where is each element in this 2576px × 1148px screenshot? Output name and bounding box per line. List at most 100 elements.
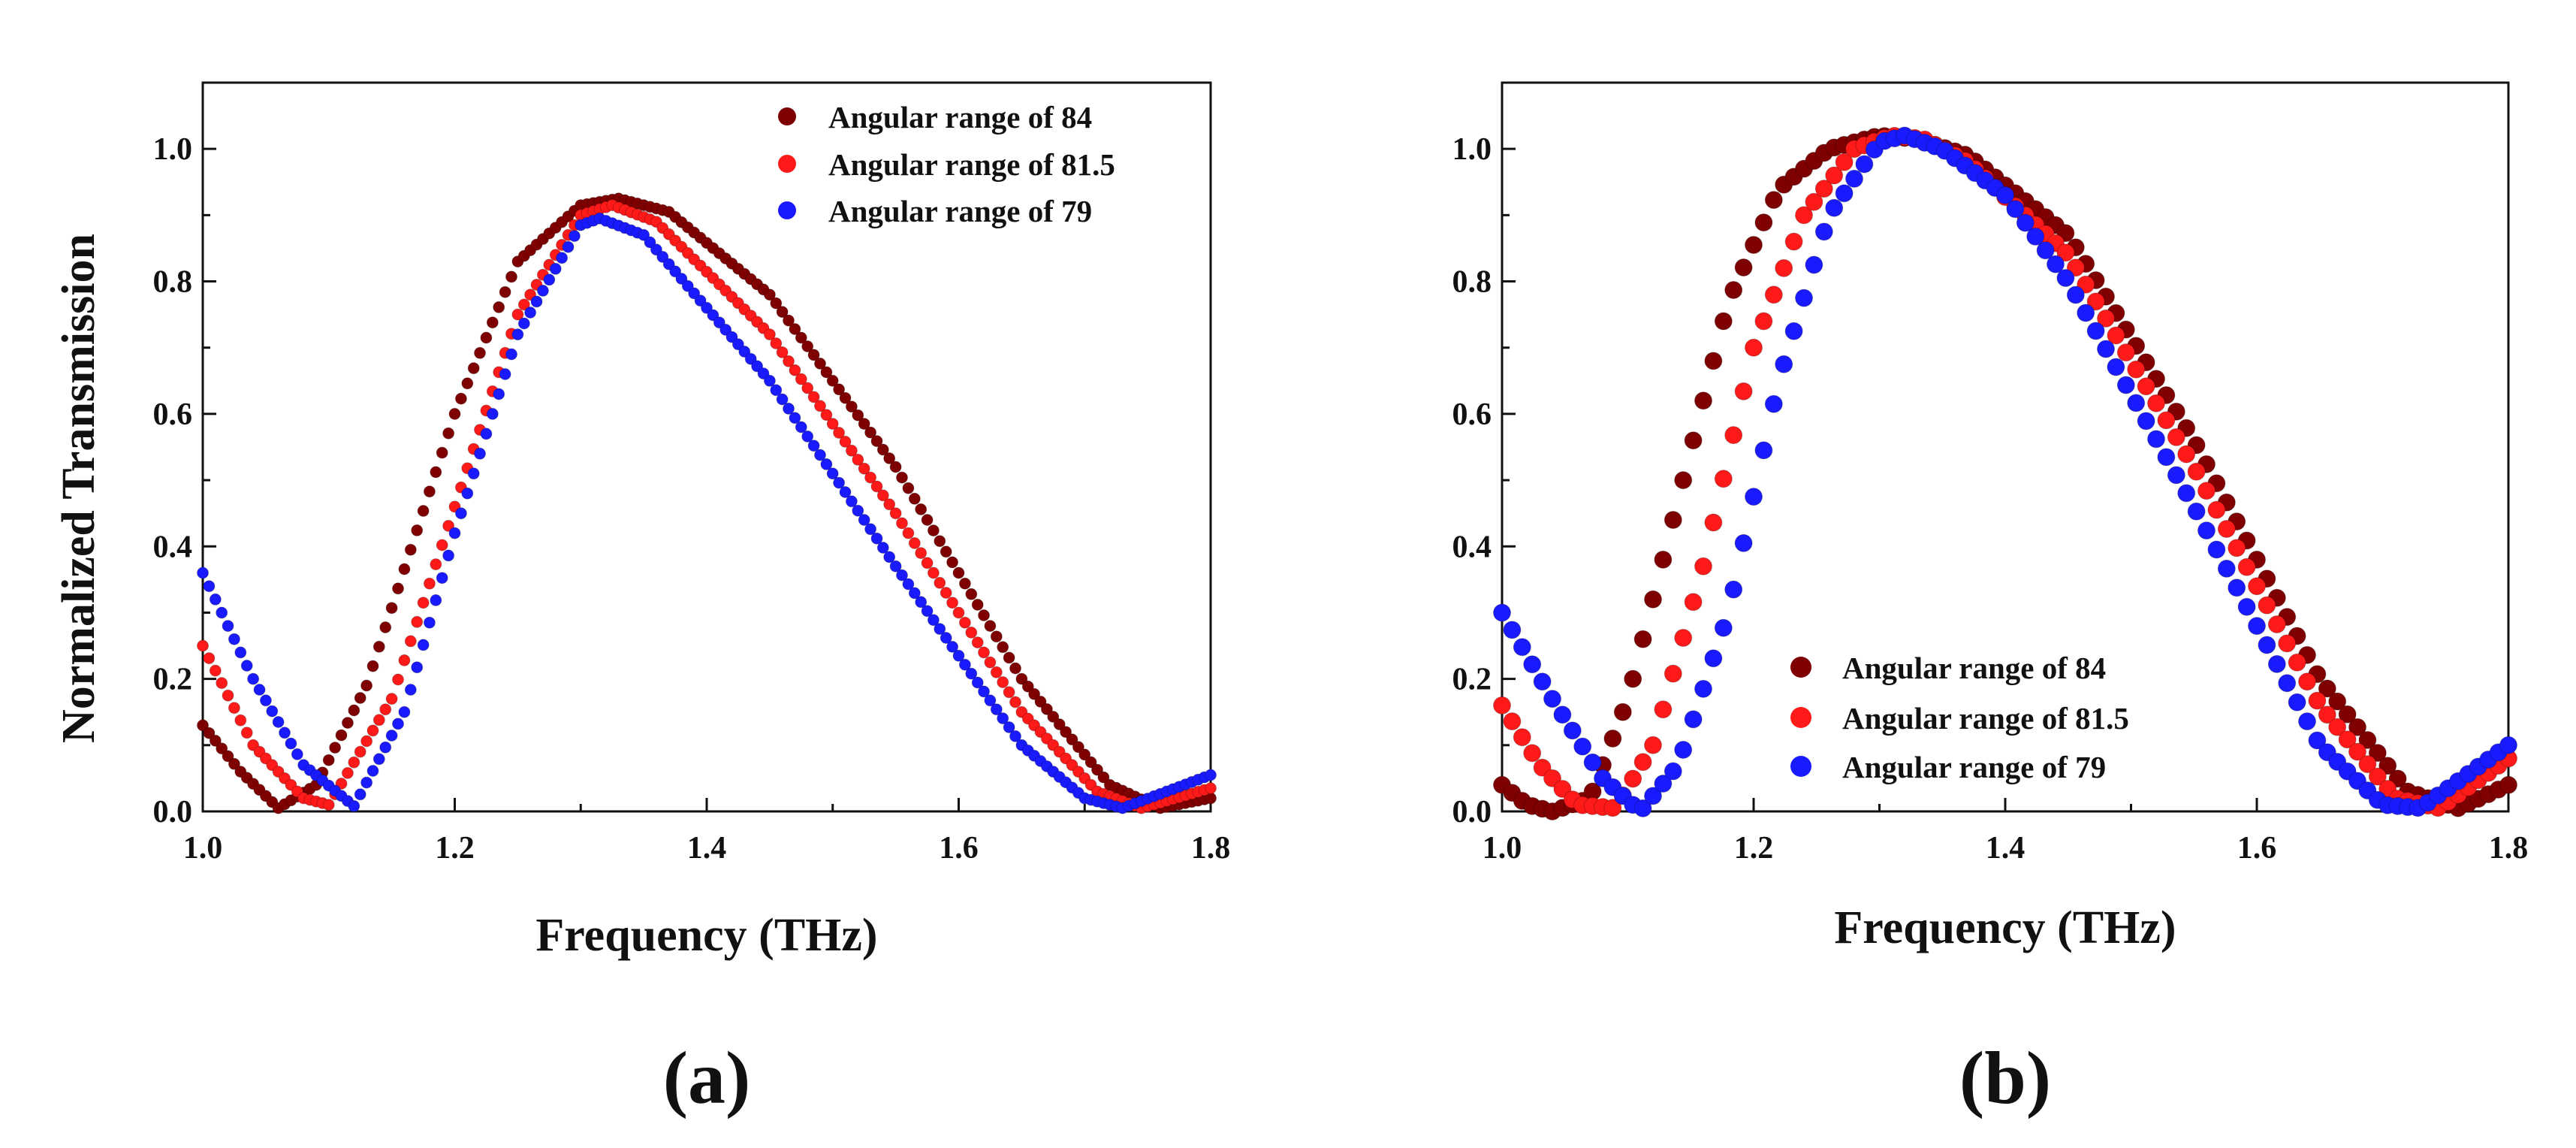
data-point [1654, 550, 1673, 569]
data-point [517, 317, 530, 330]
data-point [549, 262, 562, 275]
y-tick-label: 0.2 [153, 663, 193, 697]
data-point [436, 539, 448, 551]
data-point [2137, 412, 2155, 430]
data-point [1694, 391, 1712, 410]
data-point [2137, 377, 2155, 396]
data-point [398, 705, 411, 718]
data-point [1034, 695, 1047, 708]
data-point [1513, 728, 1531, 747]
data-point [474, 447, 486, 460]
data-point [398, 654, 411, 666]
legend-label-81-5: Angular range of 81.5 [1842, 701, 2129, 736]
data-point [833, 476, 846, 489]
data-point [1835, 153, 1854, 171]
data-point [329, 742, 342, 754]
data-point [839, 486, 852, 498]
data-point [1674, 471, 1693, 490]
data-point [839, 435, 852, 448]
data-point [889, 461, 902, 473]
data-point [2056, 243, 2075, 262]
data-point [1704, 513, 1723, 532]
data-point [1603, 730, 1622, 748]
data-point [1513, 638, 1531, 657]
y-tick-label: 0.6 [1452, 397, 1492, 432]
data-point [2147, 430, 2165, 449]
data-point [1835, 184, 1854, 203]
data-point [1009, 662, 1021, 675]
data-point [934, 535, 946, 548]
data-point [228, 702, 240, 714]
data-point [216, 742, 228, 755]
data-point [2248, 577, 2266, 596]
data-point [279, 727, 291, 739]
data-point [940, 545, 952, 558]
data-point [1805, 255, 1823, 274]
data-point [1624, 669, 1642, 688]
data-point [1664, 664, 1682, 683]
data-point [2368, 767, 2387, 786]
data-point [795, 331, 807, 344]
data-point [883, 452, 896, 464]
y-tick-label: 0.4 [153, 530, 193, 564]
data-point [1714, 312, 1733, 331]
data-point [285, 737, 297, 750]
data-point [1734, 382, 1753, 400]
data-point [2097, 309, 2115, 328]
data-point [392, 673, 404, 686]
data-point [820, 409, 833, 421]
y-axis-title: Normalized Transmission [53, 234, 104, 743]
data-point [1493, 696, 1511, 714]
data-point [436, 572, 448, 585]
data-point [807, 440, 820, 452]
data-point [1563, 721, 1582, 740]
x-tick-label: 1.4 [687, 831, 727, 866]
data-point [826, 467, 839, 480]
data-point [807, 391, 820, 403]
data-point [776, 306, 789, 319]
data-point [978, 609, 990, 621]
data-point [984, 620, 997, 633]
data-point [801, 340, 814, 352]
panel-label-b: (b) [1959, 1036, 2051, 1119]
data-point [398, 563, 411, 576]
data-point [2187, 462, 2206, 481]
data-point [1040, 702, 1053, 715]
data-point [253, 684, 266, 696]
data-point [1724, 426, 1743, 445]
data-point [1764, 285, 1783, 304]
x-tick-label: 1.2 [1734, 831, 1774, 866]
data-point [763, 328, 776, 341]
data-point [411, 524, 424, 536]
data-point [1664, 762, 1682, 781]
data-point [1684, 710, 1703, 729]
data-point [2006, 200, 2025, 219]
data-point [965, 626, 978, 639]
data-point [2116, 343, 2135, 362]
data-point [266, 705, 279, 718]
data-point [1654, 700, 1673, 719]
data-point [997, 641, 1009, 654]
panel-label-a: (a) [663, 1036, 751, 1119]
data-point [1205, 782, 1217, 795]
data-point [2358, 755, 2377, 774]
data-point [908, 536, 921, 549]
data-point [209, 734, 222, 747]
data-point [896, 471, 908, 484]
data-point [2207, 540, 2226, 559]
data-point [845, 444, 858, 457]
x-tick-label: 1.8 [1191, 831, 1231, 866]
data-point [1573, 737, 1592, 756]
data-point [197, 566, 209, 579]
data-point [1633, 630, 1652, 648]
data-point [2308, 731, 2327, 750]
data-point [385, 693, 398, 705]
data-point [946, 640, 959, 653]
data-point [373, 753, 385, 766]
legend-marker-81-5 [1790, 707, 1811, 728]
data-point [259, 694, 272, 707]
data-point [366, 724, 379, 737]
plot-frame [201, 81, 1212, 813]
data-point [234, 714, 247, 727]
